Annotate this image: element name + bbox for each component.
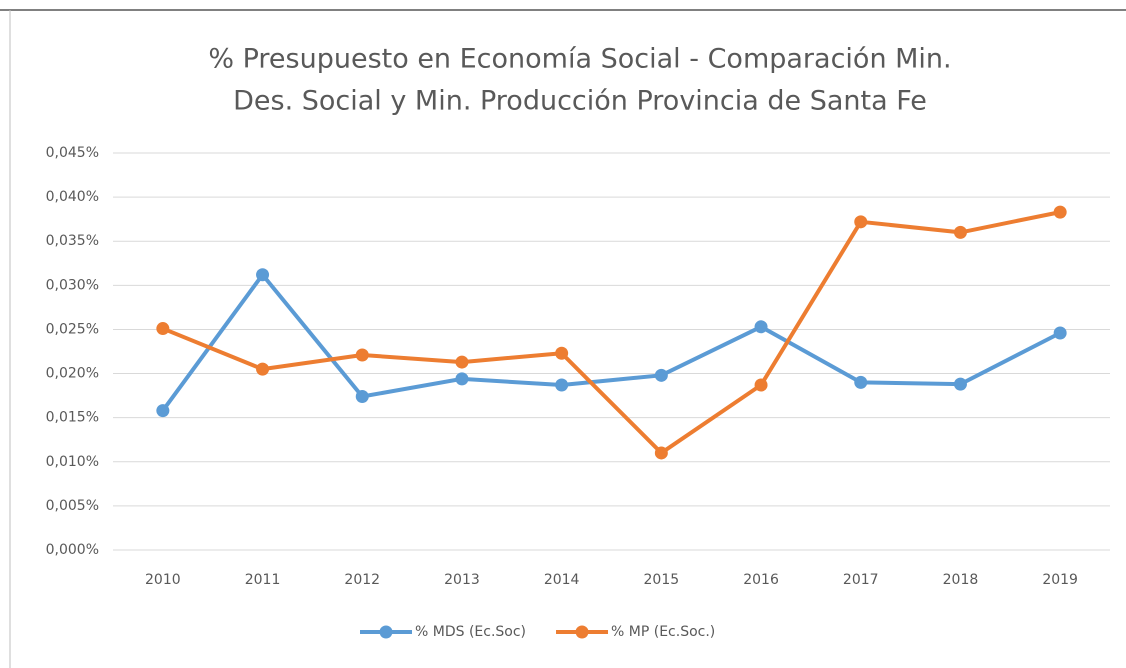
chart-title: Des. Social y Min. Producción Provincia … [233, 86, 927, 117]
data-point [555, 346, 569, 360]
data-point [1053, 205, 1067, 219]
legend-marker [379, 625, 393, 639]
data-point [953, 225, 967, 239]
data-point [654, 446, 668, 460]
data-point [854, 375, 868, 389]
y-tick-label: 0,005% [46, 498, 99, 514]
y-tick-label: 0,030% [46, 277, 99, 293]
y-tick-label: 0,035% [46, 233, 99, 249]
data-point [156, 322, 170, 336]
x-tick-label: 2014 [544, 572, 580, 588]
x-tick-label: 2018 [943, 572, 979, 588]
y-tick-label: 0,025% [46, 321, 99, 337]
data-point [854, 215, 868, 229]
y-tick-label: 0,000% [46, 542, 99, 558]
x-tick-label: 2016 [743, 572, 779, 588]
data-point [754, 378, 768, 392]
y-tick-label: 0,015% [46, 410, 99, 426]
x-tick-label: 2010 [145, 572, 181, 588]
data-point [156, 404, 170, 418]
data-point [256, 362, 270, 376]
data-point [654, 368, 668, 382]
chart-title: % Presupuesto en Economía Social - Compa… [208, 44, 951, 75]
data-point [555, 378, 569, 392]
y-tick-label: 0,010% [46, 454, 99, 470]
data-point [355, 348, 369, 362]
y-tick-label: 0,020% [46, 366, 99, 382]
x-tick-label: 2019 [1042, 572, 1078, 588]
x-tick-label: 2013 [444, 572, 480, 588]
x-tick-label: 2012 [344, 572, 380, 588]
series-line [161, 272, 1062, 412]
data-point [455, 372, 469, 386]
x-tick-label: 2011 [245, 572, 281, 588]
x-tick-label: 2017 [843, 572, 879, 588]
x-tick-label: 2015 [644, 572, 680, 588]
data-point [256, 268, 270, 282]
data-point [355, 389, 369, 403]
y-tick-label: 0,040% [46, 189, 99, 205]
data-point [953, 377, 967, 391]
legend-label: % MDS (Ec.Soc) [415, 624, 526, 640]
series-line [162, 210, 1061, 455]
legend-marker [575, 625, 589, 639]
data-point [754, 320, 768, 334]
data-point [455, 355, 469, 369]
legend-label: % MP (Ec.Soc.) [611, 624, 715, 640]
y-tick-label: 0,045% [46, 145, 99, 161]
data-point [1053, 326, 1067, 340]
